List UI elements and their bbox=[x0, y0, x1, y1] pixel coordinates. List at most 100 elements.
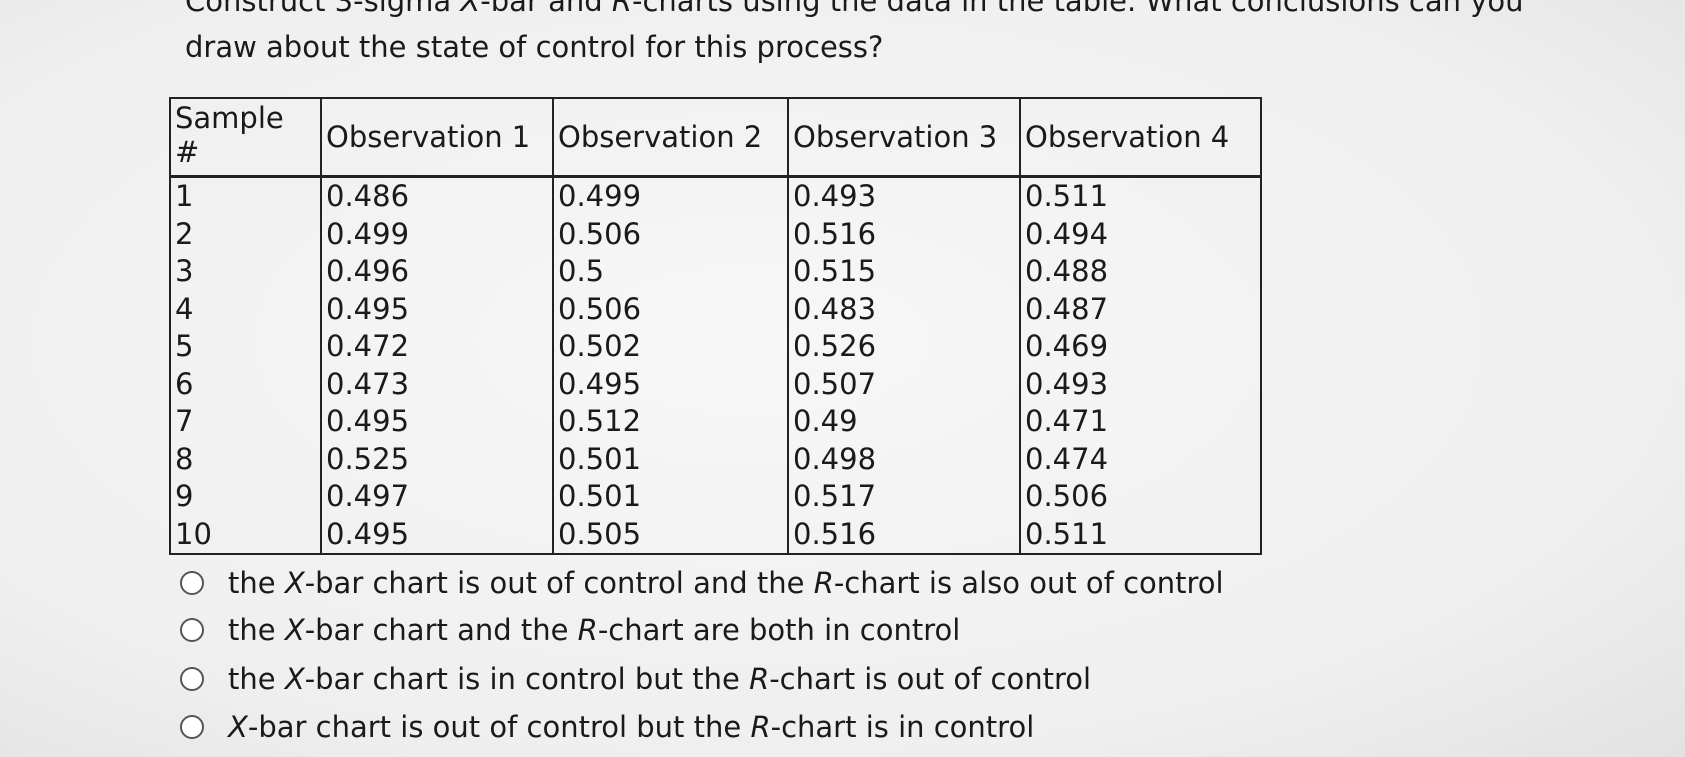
text-segment: -bar chart and the bbox=[304, 613, 578, 647]
table-cell: 0.472 bbox=[321, 328, 554, 366]
table-cell: 0.487 bbox=[1020, 290, 1262, 328]
text-segment: X bbox=[228, 710, 248, 744]
option-text: the X-bar chart and the R-chart are both… bbox=[228, 613, 960, 647]
text-segment: R bbox=[577, 613, 598, 647]
table-cell: 0.502 bbox=[553, 328, 789, 366]
answer-option[interactable]: the X-bar chart and the R-chart are both… bbox=[180, 613, 960, 647]
text-segment: -bar chart is out of control and the bbox=[304, 566, 814, 600]
table-row: 2 0.499 0.506 0.516 0.494 bbox=[170, 215, 1262, 253]
table-cell: 0.497 bbox=[321, 478, 554, 516]
table-cell: 1 bbox=[170, 176, 322, 216]
text-segment: -chart is also out of control bbox=[833, 566, 1224, 600]
table-cell: 0.474 bbox=[1020, 440, 1262, 478]
radio-button[interactable] bbox=[180, 667, 204, 691]
option-text: the X-bar chart is in control but the R-… bbox=[228, 662, 1091, 696]
table-cell: 0.515 bbox=[788, 253, 1021, 291]
table-row: 7 0.495 0.512 0.49 0.471 bbox=[170, 403, 1262, 441]
text-segment: -chart is in control bbox=[770, 710, 1035, 744]
radio-button[interactable] bbox=[180, 571, 204, 595]
text-segment: -chart is out of control bbox=[769, 662, 1092, 696]
table-cell: 0.493 bbox=[788, 176, 1021, 216]
table-row: 4 0.495 0.506 0.483 0.487 bbox=[170, 290, 1262, 328]
answer-option[interactable]: the X-bar chart is out of control and th… bbox=[180, 566, 1224, 600]
question-line: Construct 3-sigma X-bar and R-charts usi… bbox=[185, 0, 1524, 24]
table-row: 8 0.525 0.501 0.498 0.474 bbox=[170, 440, 1262, 478]
table-cell: 2 bbox=[170, 215, 322, 253]
table-cell: 0.499 bbox=[553, 176, 789, 216]
option-text: X-bar chart is out of control but the R-… bbox=[228, 710, 1034, 744]
text-segment: R bbox=[611, 0, 633, 18]
table-row: 1 0.486 0.499 0.493 0.511 bbox=[170, 176, 1262, 216]
question: Construct 3-sigma X-bar and R-charts usi… bbox=[185, 0, 1524, 70]
table-cell: 0.511 bbox=[1020, 176, 1262, 216]
table-row: 5 0.472 0.502 0.526 0.469 bbox=[170, 328, 1262, 366]
table-cell: 0.507 bbox=[788, 365, 1021, 403]
radio-button[interactable] bbox=[180, 715, 204, 739]
table-cell: 0.506 bbox=[553, 290, 789, 328]
table-row: 10 0.495 0.505 0.516 0.511 bbox=[170, 515, 1262, 554]
table-body: 1 0.486 0.499 0.493 0.511 2 0.499 0.506 0.516 0.4… bbox=[170, 176, 1262, 554]
text-segment: X bbox=[284, 613, 305, 647]
table-cell: 0.495 bbox=[321, 290, 554, 328]
table-cell: 9 bbox=[170, 478, 322, 516]
table-cell: 0.516 bbox=[788, 515, 1021, 554]
table-cell: 0.486 bbox=[321, 176, 554, 216]
text-segment: the bbox=[228, 662, 285, 696]
header-cell: Observation 1 bbox=[321, 98, 554, 178]
option-text: the X-bar chart is out of control and th… bbox=[228, 566, 1224, 600]
table-cell: 0.512 bbox=[553, 403, 789, 441]
table-cell: 8 bbox=[170, 440, 322, 478]
table-cell: 3 bbox=[170, 253, 322, 291]
table-cell: 0.471 bbox=[1020, 403, 1262, 441]
text-segment: X bbox=[284, 662, 305, 696]
text-segment: draw about the state of control for this… bbox=[185, 30, 884, 64]
table-cell: 0.501 bbox=[553, 440, 789, 478]
text-segment: -bar and bbox=[480, 0, 612, 18]
text-segment: R bbox=[813, 566, 834, 600]
header-cell: Observation 2 bbox=[553, 98, 789, 178]
text-segment: Construct 3-sigma bbox=[185, 0, 461, 18]
table-cell: 0.517 bbox=[788, 478, 1021, 516]
table-cell: 0.499 bbox=[321, 215, 554, 253]
table-cell: 0.505 bbox=[553, 515, 789, 554]
table-row: 3 0.496 0.5 0.515 0.488 bbox=[170, 253, 1262, 291]
table-cell: 0.501 bbox=[553, 478, 789, 516]
header-cell: Sample # bbox=[170, 98, 322, 178]
table-cell: 0.493 bbox=[1020, 365, 1262, 403]
table-cell: 0.511 bbox=[1020, 515, 1262, 554]
table-cell: 0.473 bbox=[321, 365, 554, 403]
text-segment: -bar chart is out of control but the bbox=[247, 710, 751, 744]
data-table: Sample # Observation 1 Observation 2 Observ… bbox=[169, 97, 1262, 555]
table-cell: 0.469 bbox=[1020, 328, 1262, 366]
answer-option[interactable]: X-bar chart is out of control but the R-… bbox=[180, 710, 1034, 744]
table-cell: 5 bbox=[170, 328, 322, 366]
text-segment: -charts using the data in the table. Wha… bbox=[632, 0, 1524, 18]
table-cell: 0.483 bbox=[788, 290, 1021, 328]
header-row: Sample # Observation 1 Observation 2 Observ… bbox=[170, 98, 1262, 178]
text-segment: -chart are both in control bbox=[597, 613, 961, 647]
header-cell: Observation 3 bbox=[788, 98, 1021, 178]
answer-option[interactable]: the X-bar chart is in control but the R-… bbox=[180, 662, 1091, 696]
question-line: draw about the state of control for this… bbox=[185, 24, 1524, 70]
table-cell: 10 bbox=[170, 515, 322, 554]
table-cell: 4 bbox=[170, 290, 322, 328]
table-cell: 0.506 bbox=[1020, 478, 1262, 516]
table-cell: 0.496 bbox=[321, 253, 554, 291]
text-segment: R bbox=[750, 710, 771, 744]
table-cell: 0.506 bbox=[553, 215, 789, 253]
table-cell: 7 bbox=[170, 403, 322, 441]
header-cell: Observation 4 bbox=[1020, 98, 1262, 178]
table-cell: 0.49 bbox=[788, 403, 1021, 441]
text-segment: X bbox=[284, 566, 305, 600]
table-row: 9 0.497 0.501 0.517 0.506 bbox=[170, 478, 1262, 516]
table-cell: 0.525 bbox=[321, 440, 554, 478]
table-cell: 0.526 bbox=[788, 328, 1021, 366]
table-row: 6 0.473 0.495 0.507 0.493 bbox=[170, 365, 1262, 403]
table-cell: 0.495 bbox=[553, 365, 789, 403]
text-segment: R bbox=[749, 662, 770, 696]
table-cell: 0.498 bbox=[788, 440, 1021, 478]
radio-button[interactable] bbox=[180, 618, 204, 642]
text-segment: the bbox=[228, 566, 285, 600]
table-cell: 0.494 bbox=[1020, 215, 1262, 253]
table-cell: 0.488 bbox=[1020, 253, 1262, 291]
